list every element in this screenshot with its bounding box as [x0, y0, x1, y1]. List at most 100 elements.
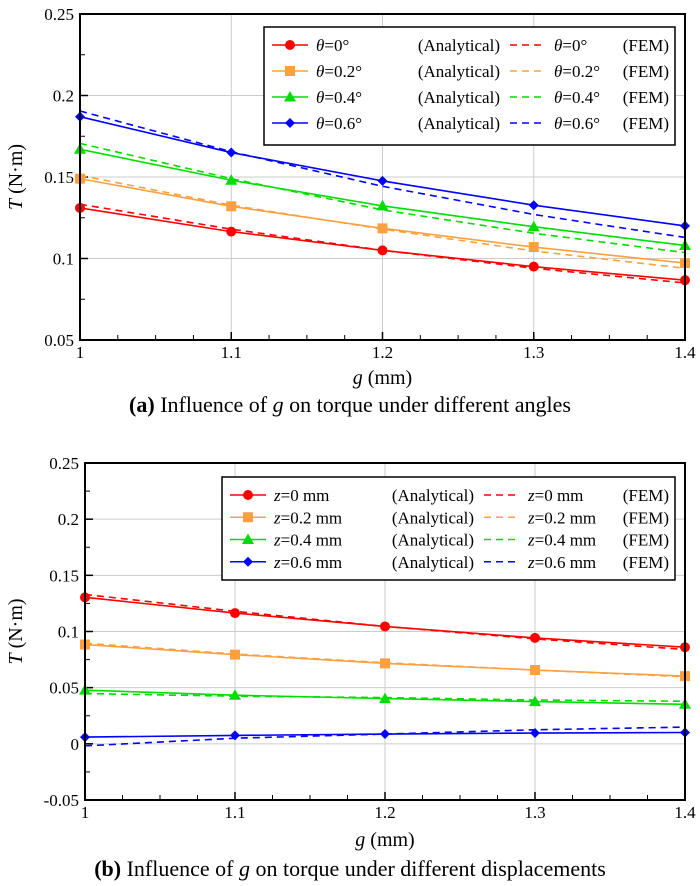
legend-item: z=0.6 mm (Analytical)	[230, 553, 474, 572]
y-tick-label: 0	[71, 735, 80, 754]
series-θ0.6-analytical	[75, 111, 690, 231]
legend-var: z	[273, 508, 281, 527]
legend-method: (FEM)	[623, 486, 669, 505]
legend-method: (FEM)	[623, 508, 669, 527]
legend-var: z	[527, 531, 535, 550]
x-tick-label: 1.3	[523, 343, 544, 362]
legend-value: =0.6°	[324, 114, 362, 133]
legend-item: θ=0° (FEM)	[510, 36, 669, 55]
y-tick-label: 0.25	[44, 5, 74, 24]
legend-label: θ=0°	[316, 36, 349, 55]
marker-triangle	[229, 689, 241, 700]
x-tick-label: 1.2	[374, 803, 395, 822]
y-tick-label: 0.25	[49, 454, 79, 473]
legend-item: z=0.2 mm (Analytical)	[230, 508, 474, 527]
legend-label: θ=0.2°	[316, 62, 362, 81]
x-axis-label: g (mm)	[353, 367, 412, 389]
legend-item: θ=0.6° (FEM)	[510, 114, 669, 133]
series-θ0-fem	[79, 203, 686, 284]
caption-prefix: (b)	[94, 856, 126, 881]
legend-value: =0.4 mm	[281, 531, 343, 550]
legend-var: z	[527, 553, 535, 572]
legend-method: (Analytical)	[392, 508, 474, 527]
marker-triangle	[242, 533, 254, 544]
legend-label: z=0.4 mm	[527, 531, 596, 550]
legend-label: θ=0.4°	[554, 88, 600, 107]
chart-b: 1 1.1 1.2 1.3 1.4-0.0500.050.10.150.20.25z=0…	[5, 454, 696, 881]
caption-var: g	[273, 392, 284, 417]
marker-square	[528, 242, 539, 253]
series-line	[84, 593, 686, 651]
legend-item: θ=0.4° (Analytical)	[272, 88, 500, 107]
legend: θ=0° (Analytical)θ=0.2° (Analytical)θ=0.4°…	[263, 26, 676, 146]
legend-value: =0.6 mm	[535, 553, 597, 572]
legend-var: θ	[554, 88, 562, 107]
legend: z=0 mm (Analytical)z=0.2 mm (Analytical)z=…	[221, 476, 676, 581]
y-axis-label: T (N·m)	[5, 144, 27, 210]
x-axis-label: g (mm)	[355, 829, 414, 851]
legend-label: θ=0.6°	[316, 114, 362, 133]
legend-item: z=0.4 mm (Analytical)	[230, 531, 474, 550]
series-line	[84, 692, 686, 703]
legend-method: (Analytical)	[418, 88, 500, 107]
series-line	[79, 174, 686, 270]
legend-var: z	[527, 486, 535, 505]
legend-label: z=0.6 mm	[273, 553, 342, 572]
legend-item: θ=0.6° (Analytical)	[272, 114, 500, 133]
legend-method: (FEM)	[623, 531, 669, 550]
legend-item: θ=0.2° (Analytical)	[272, 62, 500, 81]
legend-var: θ	[316, 36, 324, 55]
x-tick-label: 1	[76, 343, 85, 362]
marker-diamond	[285, 118, 295, 128]
series-θ0.4-analytical	[74, 143, 691, 250]
legend-value: =0.2°	[562, 62, 600, 81]
x-tick-label: 1.3	[524, 803, 545, 822]
legend-label: z=0 mm	[527, 486, 583, 505]
x-tick-label: 1	[81, 803, 90, 822]
legend-label: θ=0.6°	[554, 114, 600, 133]
x-axis-unit: (mm)	[363, 367, 412, 389]
marker-circle	[530, 632, 540, 643]
legend-method: (Analytical)	[392, 553, 474, 572]
legend-value: =0.2°	[324, 62, 362, 81]
x-tick-label: 1.4	[674, 803, 696, 822]
legend-var: θ	[316, 114, 324, 133]
series-z0.6mm-fem	[84, 726, 686, 747]
marker-circle	[528, 261, 539, 272]
legend-item: z=0 mm (Analytical)	[230, 486, 474, 505]
series-z0mm-fem	[84, 593, 686, 651]
marker-square	[285, 66, 295, 76]
y-axis-var: T	[5, 652, 27, 665]
legend-var: θ	[554, 62, 562, 81]
caption-text: Influence of	[127, 856, 239, 881]
marker-triangle	[376, 199, 389, 211]
x-axis-var: g	[353, 367, 363, 389]
caption-var: g	[239, 856, 250, 881]
legend-value: =0.4°	[324, 88, 362, 107]
legend-var: θ	[316, 88, 324, 107]
y-axis-unit: (N·m)	[5, 598, 27, 653]
legend-value: =0.6 mm	[281, 553, 343, 572]
legend-box	[263, 26, 676, 146]
series-θ0.6-fem	[79, 110, 686, 239]
series-z0.2mm-fem	[84, 642, 686, 678]
marker-triangle	[225, 174, 238, 185]
legend-value: =0 mm	[535, 486, 584, 505]
legend-method: (Analytical)	[418, 114, 500, 133]
legend-label: z=0.2 mm	[273, 508, 342, 527]
y-tick-label: 0.05	[44, 331, 74, 350]
x-tick-label: 1.4	[674, 343, 696, 362]
legend-item: z=0 mm (FEM)	[484, 486, 669, 505]
series-z0.4mm-fem	[84, 692, 686, 703]
y-axis-unit: (N·m)	[5, 144, 27, 199]
marker-circle	[285, 40, 295, 50]
legend-method: (FEM)	[623, 88, 669, 107]
legend-label: θ=0.2°	[554, 62, 600, 81]
caption-text: Influence of	[160, 392, 272, 417]
legend-item: θ=0.4° (FEM)	[510, 88, 669, 107]
legend-box	[221, 476, 676, 581]
y-tick-label: 0.1	[53, 250, 74, 269]
legend-method: (Analytical)	[392, 531, 474, 550]
legend-label: z=0.2 mm	[527, 508, 596, 527]
legend-var: z	[273, 553, 281, 572]
